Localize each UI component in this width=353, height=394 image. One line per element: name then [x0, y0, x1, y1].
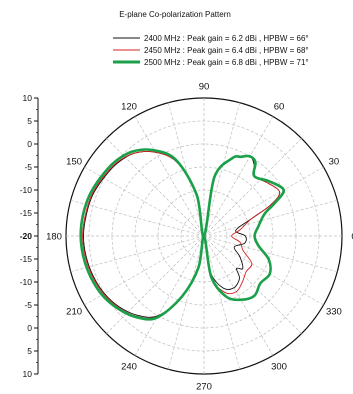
- legend-label-2500: 2500 MHz : Peak gain = 6.8 dBi , HPBW = …: [144, 58, 309, 67]
- grid-spoke: [203, 235, 324, 306]
- series-group: [79, 148, 285, 321]
- radial-tick-label: 0: [27, 323, 32, 333]
- angle-label: 30: [329, 157, 340, 168]
- radial-tick-label: -15: [20, 208, 33, 218]
- series-2500mhz: [79, 148, 285, 321]
- grid-ring: [134, 166, 274, 306]
- angle-label: 0: [351, 232, 353, 243]
- angle-label: 90: [199, 82, 210, 93]
- radial-tick-label: 5: [27, 346, 32, 356]
- angle-label: 180: [46, 232, 62, 243]
- grid-spoke: [167, 235, 205, 370]
- grid-spoke: [134, 235, 205, 356]
- grid-spoke: [134, 116, 205, 237]
- angle-label: 60: [274, 102, 285, 113]
- angle-label: 120: [121, 102, 137, 113]
- radial-tick-label: -5: [24, 300, 32, 310]
- grid-spoke: [203, 235, 302, 334]
- angle-label: 270: [196, 382, 212, 393]
- radial-tick-label: 5: [27, 116, 32, 126]
- radial-tick-label: -5: [24, 162, 32, 172]
- grid-spoke: [203, 235, 338, 273]
- radial-tick-label: -10: [20, 185, 33, 195]
- legend: 2400 MHz : Peak gain = 6.2 dBi , HPBW = …: [113, 34, 309, 67]
- grid-spoke: [203, 116, 274, 237]
- grid-spoke: [203, 235, 241, 370]
- radial-tick-label: 0: [27, 139, 32, 149]
- chart-title: E-plane Co-polarization Pattern: [119, 10, 231, 19]
- grid-spoke: [203, 166, 324, 237]
- radial-axis: 10 5 0 -5 -10 -15 -20 -15 -10 -5 0 5 10: [20, 93, 39, 379]
- angle-label: 300: [271, 361, 287, 372]
- grid-spoke: [203, 199, 338, 237]
- grid-spoke: [70, 199, 205, 237]
- grid-spoke: [106, 235, 205, 334]
- grid-spoke: [167, 102, 205, 237]
- polar-grid: [65, 97, 343, 375]
- grid-spoke: [70, 235, 205, 273]
- angle-label: 210: [66, 307, 82, 318]
- angle-labels: 0 30 60 90 120 150 180 210 240 270 300 330: [46, 82, 353, 393]
- grid-spoke: [84, 166, 205, 237]
- radial-tick-label: -15: [20, 254, 33, 264]
- grid-spoke: [203, 102, 241, 237]
- radial-tick-label: 10: [23, 369, 33, 379]
- grid-spoke: [203, 235, 274, 356]
- angle-label: 150: [66, 157, 82, 168]
- radial-tick-label: -20: [20, 231, 33, 241]
- angle-label: 240: [121, 361, 137, 372]
- legend-label-2400: 2400 MHz : Peak gain = 6.2 dBi , HPBW = …: [144, 34, 309, 43]
- radial-tick-label: 10: [23, 93, 33, 103]
- legend-label-2450: 2450 MHz : Peak gain = 6.4 dBi , HPBW = …: [144, 46, 309, 55]
- grid-spoke: [203, 138, 302, 237]
- radial-tick-label: -10: [20, 277, 33, 287]
- angle-label: 330: [326, 307, 342, 318]
